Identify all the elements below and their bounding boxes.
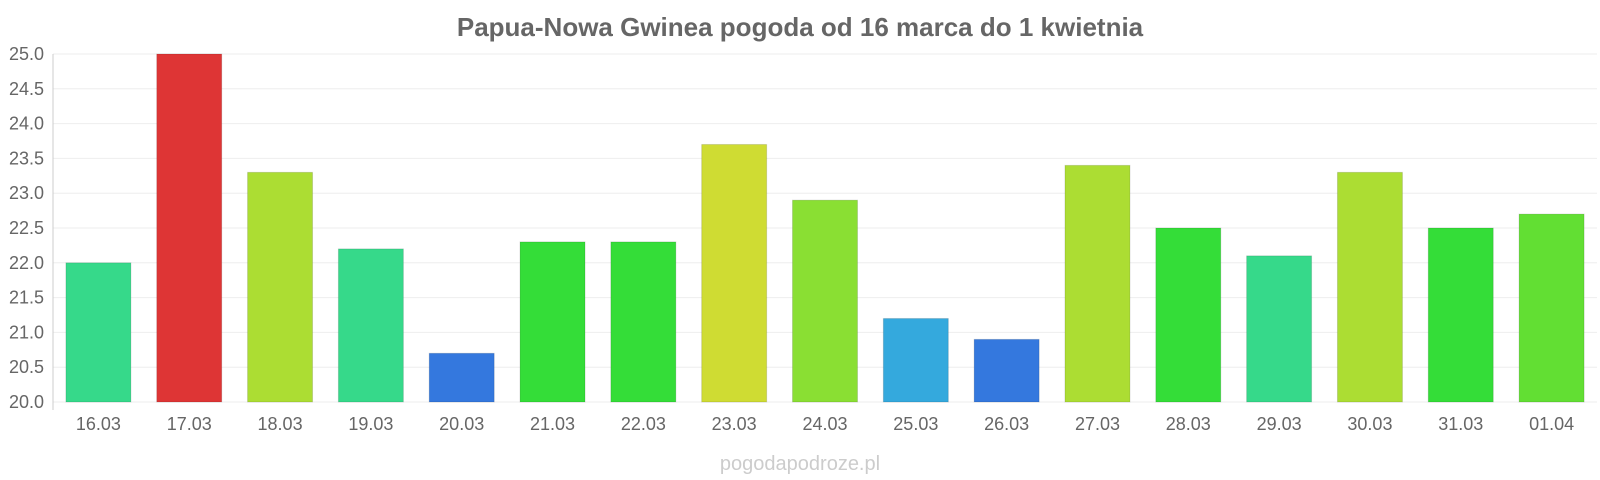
x-tick-label: 28.03 [1166,414,1211,434]
bar-20.03 [428,352,495,403]
chart-title: Papua-Nowa Gwinea pogoda od 16 marca do … [457,12,1144,42]
x-tick-label: 18.03 [258,414,303,434]
watermark: pogodapodroze.pl [720,453,880,475]
x-tick-label: 24.03 [802,414,847,434]
x-tick-label: 30.03 [1347,414,1392,434]
bar-24.03 [792,199,858,403]
bars-layer [65,53,1585,403]
y-tick-label: 22.5 [9,218,44,238]
x-tick-label: 17.03 [167,414,212,434]
bar-26.03 [973,338,1040,403]
y-tick-label: 24.5 [9,79,44,99]
y-tick-label: 23.0 [9,183,44,203]
x-tick-label: 26.03 [984,414,1029,434]
x-tick-label: 01.04 [1529,414,1574,434]
bar-19.03 [337,248,404,403]
bar-22.03 [610,241,677,403]
bar-01.04 [1518,213,1585,403]
x-tick-label: 31.03 [1438,414,1483,434]
bar-21.03 [519,241,586,403]
x-tick-label: 29.03 [1257,414,1302,434]
x-tick-label: 22.03 [621,414,666,434]
x-tick-label: 27.03 [1075,414,1120,434]
x-axis: 16.03 17.03 18.03 19.03 20.03 21.03 22.03 23.03… [76,414,1574,434]
bar-30.03 [1336,171,1403,403]
bar-29.03 [1246,255,1313,403]
x-tick-label: 23.03 [712,414,757,434]
x-tick-label: 16.03 [76,414,121,434]
x-tick-label: 19.03 [348,414,393,434]
y-tick-label: 21.0 [9,322,44,342]
bar-28.03 [1155,227,1222,403]
bar-27.03 [1064,164,1131,403]
y-tick-label: 20.5 [9,357,44,377]
y-tick-label: 23.5 [9,148,44,168]
x-tick-label: 25.03 [893,414,938,434]
y-tick-label: 22.0 [9,253,44,273]
x-tick-label: 21.03 [530,414,575,434]
bar-23.03 [701,143,768,403]
bar-17.03 [156,53,223,403]
y-tick-label: 24.0 [9,114,44,134]
bar-16.03 [65,262,132,403]
bar-18.03 [247,171,314,403]
y-axis: 20.0 20.5 21.0 21.5 22.0 22.5 23.0 23.5 24.0 24.5… [9,44,44,412]
y-tick-label: 25.0 [9,44,44,64]
bar-25.03 [882,317,949,403]
y-tick-label: 20.0 [9,392,44,412]
bar-31.03 [1427,227,1494,403]
y-tick-label: 21.5 [9,288,44,308]
x-tick-label: 20.03 [439,414,484,434]
